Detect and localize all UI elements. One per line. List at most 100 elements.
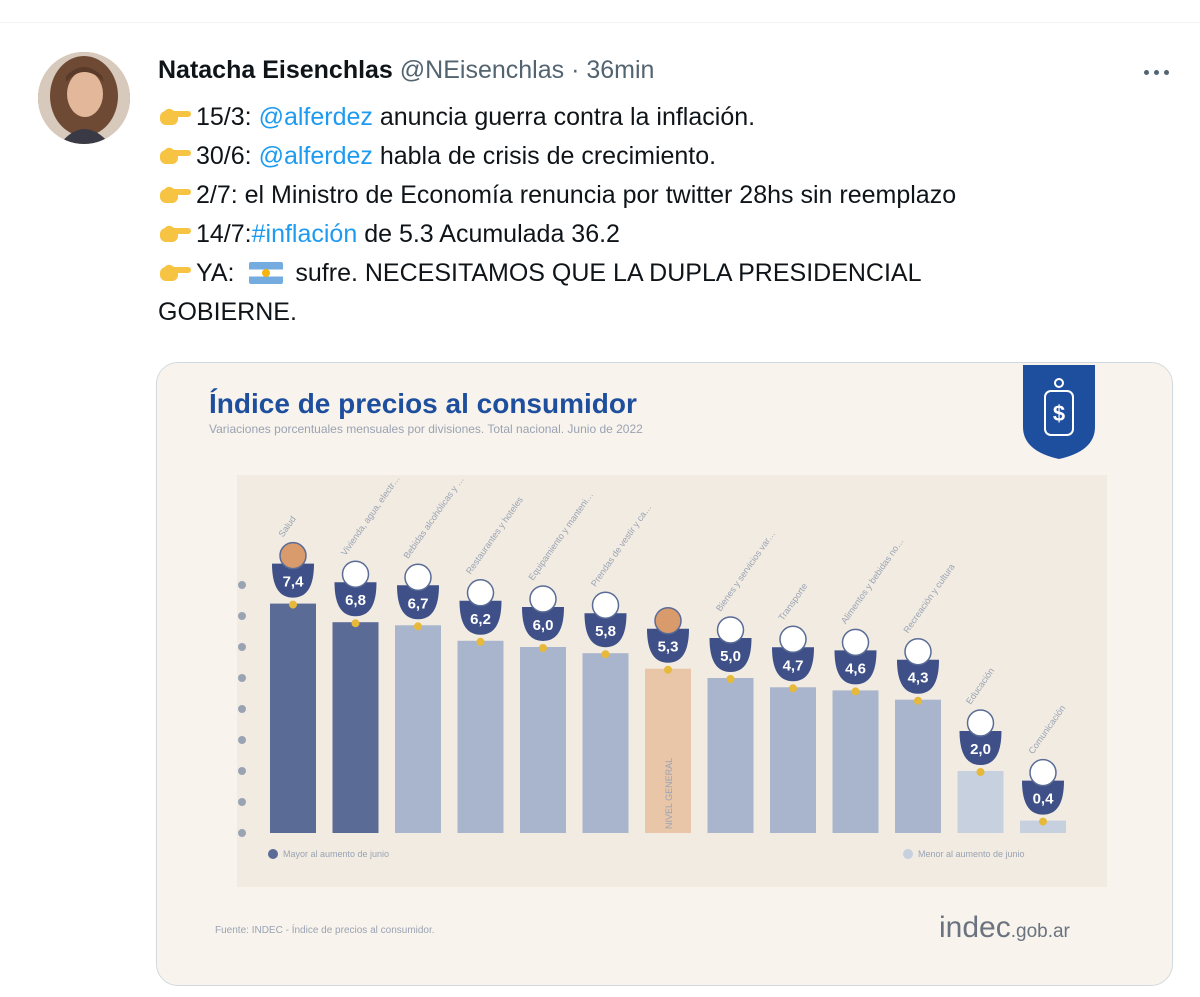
y-tick-8 [238, 581, 246, 589]
timestamp[interactable]: 36min [586, 56, 655, 84]
category-icon-7 [716, 616, 745, 644]
value-badge-4 [522, 607, 564, 641]
value-label-4: 6,0 [533, 617, 554, 634]
value-badge-12 [1022, 780, 1064, 815]
category-icon-12 [1029, 758, 1057, 787]
value-dot-5 [601, 650, 610, 659]
legend-right-swatch [903, 849, 913, 859]
author-handle[interactable]: @NEisenchlas [399, 56, 565, 84]
value-label-11: 2,0 [970, 741, 991, 758]
bar-5 [582, 653, 629, 833]
avatar[interactable] [38, 52, 130, 144]
author-name[interactable]: Natacha Eisenchlas [158, 56, 393, 84]
value-dot-7 [726, 675, 735, 683]
value-label-2: 6,7 [408, 595, 429, 612]
chart-source: Fuente: INDEC - Índice de precios al con… [215, 923, 435, 936]
value-dot-3 [476, 637, 485, 646]
legend-right: Menor al aumento de junio [918, 849, 1025, 859]
y-tick-0 [238, 829, 246, 837]
value-dot-10 [914, 696, 922, 705]
indec-badge-icon: $ [1023, 365, 1095, 459]
value-badge-8 [772, 647, 814, 682]
bar-12 [1020, 820, 1066, 833]
bar-0 [270, 603, 316, 833]
top-divider [0, 22, 1200, 23]
y-tick-4 [238, 705, 246, 713]
value-badge-1 [334, 582, 377, 617]
bar-11 [957, 771, 1004, 833]
value-label-0: 7,4 [283, 574, 305, 591]
chart-subtitle: Variaciones porcentuales mensuales por d… [209, 422, 643, 436]
value-dot-0 [289, 600, 297, 609]
value-badge-0 [272, 563, 314, 598]
value-label-12: 0,4 [1033, 791, 1055, 808]
backhand-index-pointing-right-icon [160, 186, 191, 203]
y-tick-1 [238, 798, 246, 806]
tweet-text: 15/3: @alferdez anuncia guerra contra la… [158, 98, 1158, 332]
mention-link[interactable]: @alferdez [258, 142, 373, 170]
value-label-6: 5,3 [658, 639, 679, 656]
category-icon-8 [779, 625, 807, 654]
tweet-line-1: 15/3: @alferdez anuncia guerra contra la… [158, 98, 1158, 137]
y-tick-6 [238, 643, 246, 651]
value-badge-7 [709, 638, 752, 672]
value-badge-11 [959, 731, 1002, 765]
category-icon-1 [341, 560, 370, 588]
legend-left-swatch [268, 849, 278, 859]
category-icon-2 [404, 563, 432, 592]
category-icon-0 [279, 541, 307, 570]
y-tick-2 [238, 767, 246, 775]
value-badge-6 [647, 628, 689, 663]
value-label-9: 4,6 [845, 660, 866, 677]
value-badge-9 [834, 650, 877, 685]
category-icon-4 [529, 585, 557, 613]
backhand-index-pointing-right-icon [160, 147, 191, 164]
category-icon-6 [654, 606, 682, 635]
bar-6 [645, 668, 691, 833]
more-icon[interactable] [1138, 62, 1174, 82]
value-dot-4 [539, 644, 547, 652]
svg-text:$: $ [1053, 401, 1065, 426]
value-dot-12 [1039, 817, 1047, 826]
tweet-line-2: 30/6: @alferdez habla de crisis de creci… [158, 137, 1158, 176]
indec-logo-text: indec.gob.ar [939, 911, 1071, 944]
infographic-chart: Índice de precios al consumidor Variacio… [157, 363, 1172, 985]
bar-1 [332, 622, 379, 833]
tweet-line-5: YA: sufre. NECESITAMOS QUE LA DUPLA PRES… [158, 254, 1158, 293]
value-dot-9 [851, 687, 860, 696]
y-tick-7 [238, 612, 246, 620]
value-badge-2 [397, 585, 439, 620]
tweet-image[interactable]: Índice de precios al consumidor Variacio… [156, 362, 1173, 986]
value-label-10: 4,3 [908, 670, 929, 687]
value-label-8: 4,7 [783, 657, 804, 674]
value-badge-5 [584, 613, 627, 648]
bar-4 [520, 647, 566, 833]
tweet-header: Natacha Eisenchlas @NEisenchlas · 36min [158, 56, 654, 85]
category-icon-10 [904, 637, 932, 666]
value-badge-3 [459, 600, 502, 635]
mention-link[interactable]: @alferdez [258, 103, 373, 131]
separator: · [571, 56, 580, 84]
backhand-index-pointing-right-icon [160, 225, 191, 242]
bar-2 [395, 625, 441, 833]
value-label-1: 6,8 [345, 592, 366, 609]
avatar-photo [38, 52, 130, 144]
category-icon-3 [466, 579, 495, 607]
value-label-5: 5,8 [595, 623, 616, 640]
category-label-6: NIVEL GENERAL [664, 758, 674, 829]
value-dot-1 [351, 619, 360, 628]
bar-8 [770, 687, 816, 833]
value-badge-10 [897, 659, 939, 694]
backhand-index-pointing-right-icon [160, 108, 191, 125]
bar-3 [457, 640, 504, 833]
y-tick-5 [238, 674, 246, 682]
argentina-flag-icon [249, 262, 284, 284]
legend-left: Mayor al aumento de junio [283, 849, 389, 859]
value-label-7: 5,0 [720, 648, 741, 665]
chart-title: Índice de precios al consumidor [209, 388, 637, 419]
bar-9 [832, 690, 879, 833]
hashtag-link[interactable]: #inflación [251, 220, 358, 248]
tweet-line-6: GOBIERNE. [158, 298, 297, 326]
category-icon-5 [591, 591, 620, 619]
value-dot-2 [414, 622, 422, 631]
